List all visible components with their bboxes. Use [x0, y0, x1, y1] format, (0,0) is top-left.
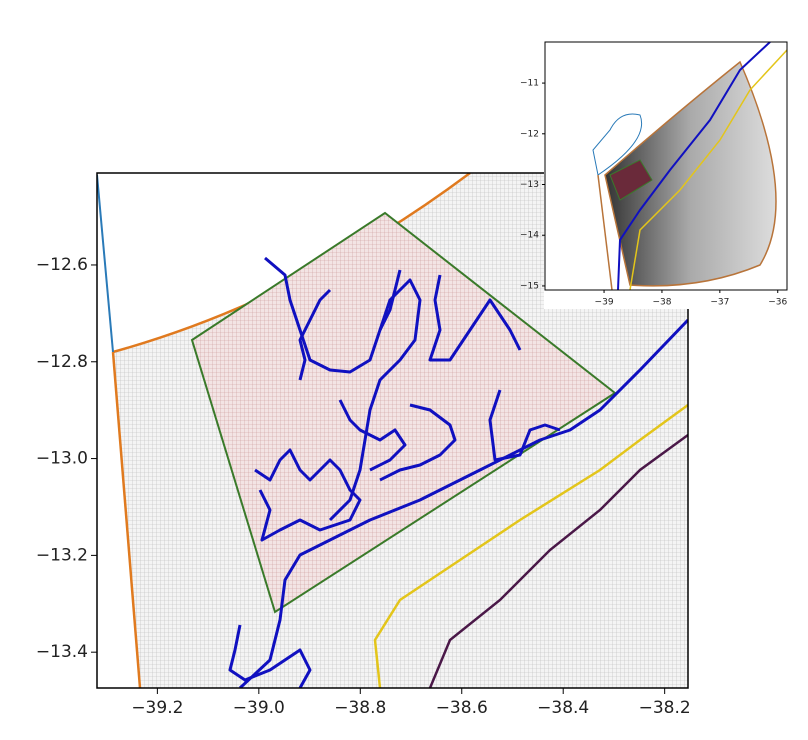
x-tick-label: −38.2 [639, 698, 691, 718]
x-tick-label: −39 [595, 298, 614, 308]
y-tick-label: −14 [520, 231, 539, 241]
x-tick-label: −39.2 [131, 698, 183, 718]
main-frame [96, 172, 689, 689]
x-tick-label: −39.0 [233, 698, 285, 718]
inset-frame [544, 41, 788, 291]
x-tick-label: −38.6 [436, 698, 488, 718]
y-tick-label: −11 [520, 79, 539, 89]
y-tick-label: −12.6 [36, 255, 88, 275]
y-tick-label: −12.8 [36, 352, 88, 372]
x-tick-label: −37 [710, 298, 729, 308]
x-tick-label: −38.8 [334, 698, 386, 718]
x-tick-label: −38.4 [537, 698, 589, 718]
y-tick-label: −15 [520, 281, 539, 291]
x-tick-label: −36 [768, 298, 787, 308]
x-tick-label: −38 [652, 298, 671, 308]
y-tick-label: −13.2 [36, 545, 88, 565]
y-tick-label: −13 [520, 180, 539, 190]
y-tick-label: −13.0 [36, 449, 88, 469]
y-tick-label: −13.4 [36, 642, 88, 662]
y-tick-label: −12 [520, 129, 539, 139]
inset-map [592, 42, 787, 290]
